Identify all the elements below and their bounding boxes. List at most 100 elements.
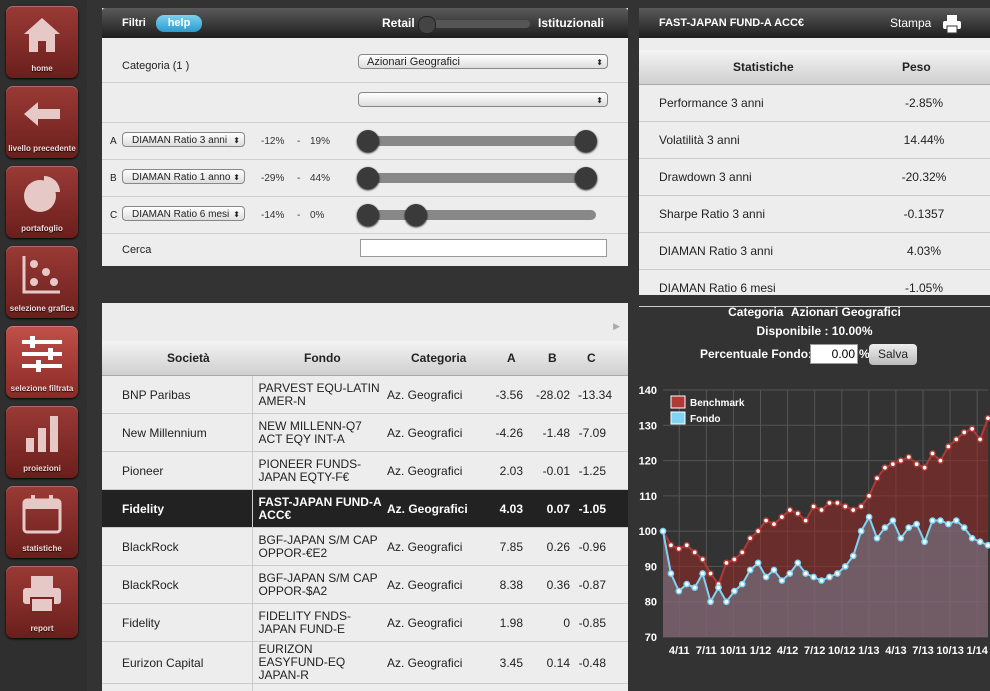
metric-select-value: DIAMAN Ratio 3 anni bbox=[132, 135, 228, 146]
categoria-select[interactable]: Azionari Geografici ⬍ bbox=[358, 54, 608, 69]
col-categoria[interactable]: Categoria bbox=[411, 351, 467, 365]
table-row[interactable]: New Millennium NEW MILLENN-Q7 ACT EQY INT… bbox=[102, 413, 628, 452]
x-tick-label: 10/12 bbox=[828, 645, 856, 657]
range-slider-min-handle[interactable] bbox=[357, 167, 379, 189]
print-button[interactable]: Stampa bbox=[890, 16, 932, 30]
printer-icon bbox=[23, 576, 61, 613]
table-row[interactable]: BNP Paribas PARVEST EQU-LATIN AMER-N Az. G… bbox=[102, 376, 628, 414]
data-point bbox=[865, 492, 873, 500]
help-button[interactable]: help bbox=[156, 15, 202, 32]
cell-categoria: Az. Geografici bbox=[385, 413, 482, 452]
range-sep: - bbox=[297, 136, 301, 147]
nav-label: report bbox=[30, 624, 54, 633]
range-max: 0% bbox=[310, 210, 325, 221]
table-row[interactable]: BlackRock BGF-JAPAN S/M CAP OPPOR-$A2 Az. … bbox=[102, 565, 628, 604]
col-a[interactable]: A bbox=[507, 351, 516, 365]
legend-swatch bbox=[670, 395, 686, 409]
data-point bbox=[826, 499, 833, 507]
cell-a: 4.03 bbox=[482, 489, 527, 528]
legend-swatch bbox=[670, 411, 686, 425]
y-tick-label: 110 bbox=[639, 491, 657, 503]
nav-home-button[interactable]: home bbox=[6, 6, 78, 78]
toggle-knob[interactable] bbox=[418, 16, 436, 34]
printer-icon[interactable] bbox=[942, 14, 962, 34]
cell-categoria: Az. Geografici bbox=[385, 451, 482, 490]
data-point bbox=[849, 506, 857, 514]
data-point bbox=[968, 425, 976, 433]
categoria-row: Categoria (1 ) Azionari Geografici ⬍ bbox=[102, 38, 628, 83]
range-slider-max-handle[interactable] bbox=[404, 204, 427, 226]
scroll-right-icon[interactable]: ▶ bbox=[613, 321, 620, 331]
col-fondo[interactable]: Fondo bbox=[304, 351, 341, 365]
col-c[interactable]: C bbox=[587, 351, 596, 365]
filters-header: Filtri help Retail Istituzionali bbox=[102, 8, 628, 38]
search-input[interactable] bbox=[360, 239, 607, 257]
subcategoria-row: ⬍ bbox=[102, 83, 628, 123]
range-slider-min-handle[interactable] bbox=[357, 204, 379, 226]
range-max: 44% bbox=[310, 173, 331, 184]
alloc-categoria-value: Azionari Geografici bbox=[790, 305, 901, 319]
range-slider-max-handle[interactable] bbox=[575, 167, 597, 189]
range-slider-track[interactable] bbox=[358, 210, 596, 220]
subcategoria-select[interactable]: ⬍ bbox=[358, 92, 608, 107]
range-min: -14% bbox=[261, 210, 285, 221]
cell-c: -0.96 bbox=[577, 527, 628, 566]
data-point bbox=[723, 598, 730, 606]
nav-label: portafoglio bbox=[21, 224, 63, 233]
data-point bbox=[881, 464, 889, 471]
col-societa[interactable]: Società bbox=[167, 351, 210, 365]
range-slider-track[interactable] bbox=[358, 136, 596, 146]
range-slider-max-handle[interactable] bbox=[575, 130, 597, 152]
percentuale-input[interactable] bbox=[810, 344, 858, 364]
legend-label: Fondo bbox=[690, 414, 721, 425]
x-tick-label: 10/11 bbox=[720, 645, 747, 657]
filter-row-a: A DIAMAN Ratio 3 anni ⬍ -12% -19% bbox=[102, 123, 628, 160]
nav-selezione-grafica-button[interactable]: selezione grafica bbox=[6, 246, 78, 318]
metric-select[interactable]: DIAMAN Ratio 1 anno ⬍ bbox=[122, 169, 245, 184]
nav-statistiche-button[interactable]: statistiche bbox=[6, 486, 78, 558]
cell-categoria: Az. Geografici bbox=[385, 527, 482, 566]
nav-selezione-filtrata-button[interactable]: selezione filtrata bbox=[6, 326, 78, 398]
select-arrows-icon: ⬍ bbox=[231, 170, 240, 183]
cell-a: -3.56 bbox=[482, 376, 527, 414]
y-tick-label: 100 bbox=[639, 526, 657, 538]
nav-portafoglio-button[interactable]: portafoglio bbox=[6, 166, 78, 238]
range-slider-track[interactable] bbox=[358, 173, 596, 183]
retail-istituzionali-toggle[interactable] bbox=[418, 16, 530, 34]
salva-button[interactable]: Salva bbox=[869, 344, 917, 365]
metric-select[interactable]: DIAMAN Ratio 6 mesi ⬍ bbox=[122, 206, 245, 221]
data-point bbox=[667, 570, 675, 577]
x-tick-label: 4/12 bbox=[777, 645, 798, 657]
table-row[interactable]: Fidelity FIDELITY FNDS-JAPAN FUND-E Az. Ge… bbox=[102, 603, 628, 642]
cell-a: 4.4 bbox=[482, 683, 527, 691]
nav-label: selezione grafica bbox=[9, 304, 75, 313]
nav-livello-precedente-button[interactable]: livello precedente bbox=[6, 86, 78, 158]
stat-name: DIAMAN Ratio 6 mesi bbox=[639, 269, 867, 307]
stat-name: DIAMAN Ratio 3 anni bbox=[639, 232, 867, 270]
cell-societa: Fidelity bbox=[102, 603, 253, 642]
table-row[interactable]: Eurizon Capital EURIZON EASYFUND-EQ JAPAN… bbox=[102, 641, 628, 684]
data-point bbox=[921, 464, 928, 471]
metric-select[interactable]: DIAMAN Ratio 3 anni ⬍ bbox=[122, 132, 245, 147]
data-point bbox=[675, 587, 683, 595]
select-arrows-icon: ⬍ bbox=[231, 207, 240, 220]
range-slider-min-handle[interactable] bbox=[357, 130, 379, 152]
stat-value: -20.32% bbox=[867, 158, 990, 196]
col-statistiche: Statistiche bbox=[733, 60, 794, 74]
stat-row: Volatilità 3 anni 14.44% bbox=[639, 121, 990, 159]
retail-label: Retail bbox=[382, 16, 415, 30]
data-point bbox=[770, 566, 778, 574]
metric-select-value: DIAMAN Ratio 1 anno bbox=[132, 172, 231, 183]
table-row[interactable]: BlackRock BGF-JAPAN S/M CAP OPPOR-€E2 Az. … bbox=[102, 527, 628, 566]
data-point bbox=[834, 499, 841, 507]
nav-proiezioni-button[interactable]: proiezioni bbox=[6, 406, 78, 478]
cell-fondo: BGF-JAPAN S/M CAP OPPOR-€E2 bbox=[252, 527, 385, 566]
nav-report-button[interactable]: report bbox=[6, 566, 78, 638]
table-row[interactable]: Pioneer PIONEER FUNDS-JAPAN EQTY-F€ Az. Ge… bbox=[102, 451, 628, 490]
table-row[interactable]: Fidelity FAST-JAPAN FUND-A ACC€ Az. Geogra… bbox=[102, 489, 628, 528]
range-min: -29% bbox=[261, 173, 285, 184]
col-b[interactable]: B bbox=[548, 351, 557, 365]
bar-chart-icon bbox=[26, 416, 58, 452]
stat-name: Performance 3 anni bbox=[639, 85, 867, 122]
